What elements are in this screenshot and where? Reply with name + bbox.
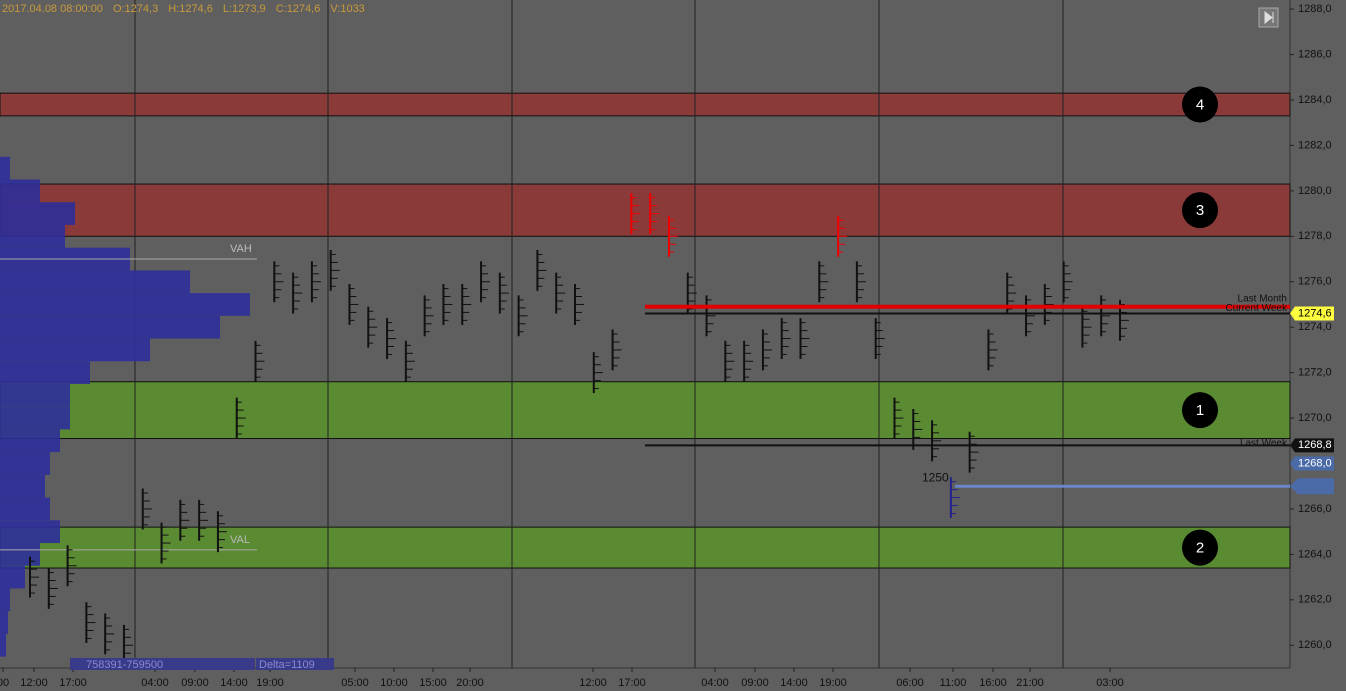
- header-text: C:1274,6: [276, 3, 321, 15]
- blue-tag: [1290, 478, 1334, 495]
- x-tick-label: 20:00: [456, 677, 484, 689]
- y-tick-label: 1266,0: [1298, 503, 1332, 515]
- val-label: VAL: [230, 534, 250, 546]
- zone-label: 3: [1196, 202, 1204, 219]
- level-label: Current Week: [1225, 303, 1288, 314]
- y-tick-label: 1282,0: [1298, 139, 1332, 151]
- price-tag: [1290, 438, 1334, 453]
- blue-label: 1250: [922, 470, 949, 484]
- level-label: Last Week: [1240, 438, 1288, 449]
- profile-bar: [0, 338, 150, 362]
- level-label: Last Month: [1238, 293, 1287, 304]
- price-tag: [1290, 456, 1334, 471]
- x-tick-label: 12:00: [20, 677, 48, 689]
- profile-bar: [0, 543, 40, 566]
- x-tick-label: 04:00: [701, 677, 729, 689]
- y-tick-label: 1262,0: [1298, 594, 1332, 606]
- y-tick-label: 1278,0: [1298, 230, 1332, 242]
- y-tick-label: 1284,0: [1298, 94, 1332, 106]
- zone: [0, 526, 1291, 569]
- x-tick-label: 10:00: [380, 677, 408, 689]
- price-tag-label: 1268,0: [1298, 457, 1332, 469]
- header-text: V:1033: [330, 3, 364, 15]
- scroll-icon: [1264, 10, 1274, 25]
- zone-badge: [1182, 529, 1218, 566]
- profile-bar: [0, 156, 10, 180]
- y-tick-label: 1260,0: [1298, 639, 1332, 651]
- header-text: O:1274,3: [113, 3, 158, 15]
- footer-text: Delta=1109: [259, 659, 315, 671]
- footer-text: 758391-759500: [86, 659, 163, 671]
- profile-bar: [0, 406, 70, 430]
- profile-bar: [0, 429, 60, 453]
- x-tick-label: 06:00: [896, 677, 924, 689]
- profile-bar: [0, 633, 6, 657]
- vah-label: VAH: [230, 243, 252, 255]
- y-tick-label: 1274,0: [1298, 321, 1332, 333]
- zone: [0, 92, 1291, 117]
- profile-bar: [0, 179, 40, 203]
- profile-bar: [0, 270, 190, 294]
- x-tick-label: 00: [0, 677, 9, 689]
- x-tick-label: 17:00: [618, 677, 646, 689]
- zone: [0, 183, 1291, 237]
- footer-box: [256, 658, 334, 670]
- profile-bar: [0, 474, 45, 498]
- x-tick-label: 15:00: [419, 677, 447, 689]
- profile-bar: [0, 520, 60, 544]
- x-tick-label: 09:00: [741, 677, 769, 689]
- x-tick-label: 16:00: [979, 677, 1007, 689]
- profile-bar: [0, 361, 90, 384]
- y-tick-label: 1270,0: [1298, 412, 1332, 424]
- price-tag-label: 1268,8: [1298, 439, 1332, 451]
- header-text: H:1274,6: [168, 3, 213, 15]
- y-tick-label: 1276,0: [1298, 276, 1332, 288]
- profile-bar: [0, 202, 75, 225]
- x-tick-label: 12:00: [579, 677, 607, 689]
- x-tick-label: 19:00: [819, 677, 847, 689]
- x-tick-label: 03:00: [1096, 677, 1124, 689]
- x-tick-label: 04:00: [141, 677, 169, 689]
- x-tick-label: 05:00: [341, 677, 369, 689]
- x-tick-label: 09:00: [181, 677, 209, 689]
- profile-bar: [0, 293, 250, 316]
- x-tick-label: 11:00: [940, 677, 967, 689]
- footer-box: [70, 658, 255, 670]
- profile-bar: [0, 383, 70, 407]
- x-tick-label: 21:00: [1016, 677, 1044, 689]
- zone-badge: [1182, 392, 1218, 429]
- y-tick-label: 1272,0: [1298, 367, 1332, 379]
- zone-label: 1: [1196, 402, 1204, 419]
- x-tick-label: 17:00: [59, 677, 87, 689]
- x-tick-label: 14:00: [780, 677, 808, 689]
- zone-badge: [1182, 86, 1218, 123]
- zone: [0, 381, 1291, 440]
- profile-bar: [0, 224, 65, 248]
- profile-bar: [0, 611, 8, 634]
- price-tag-label: 1274,6: [1298, 307, 1332, 319]
- y-tick-label: 1286,0: [1298, 48, 1332, 60]
- profile-bar: [0, 452, 50, 475]
- price-tag: [1290, 306, 1334, 321]
- zone-label: 4: [1196, 96, 1204, 113]
- zone-badge: [1182, 192, 1218, 229]
- price-axis: [1290, 0, 1346, 691]
- profile-bar: [0, 497, 50, 521]
- header-text: L:1273,9: [223, 3, 266, 15]
- profile-bar: [0, 565, 25, 589]
- zone-label: 2: [1196, 540, 1204, 557]
- header-text: 2017.04.08 08:00:00: [2, 3, 103, 15]
- x-tick-label: 14:00: [220, 677, 248, 689]
- x-tick-label: 19:00: [256, 677, 284, 689]
- y-tick-label: 1264,0: [1298, 548, 1332, 560]
- y-tick-label: 1288,0: [1298, 3, 1332, 15]
- y-tick-label: 1280,0: [1298, 185, 1332, 197]
- profile-bar: [0, 588, 10, 612]
- profile-bar: [0, 315, 220, 339]
